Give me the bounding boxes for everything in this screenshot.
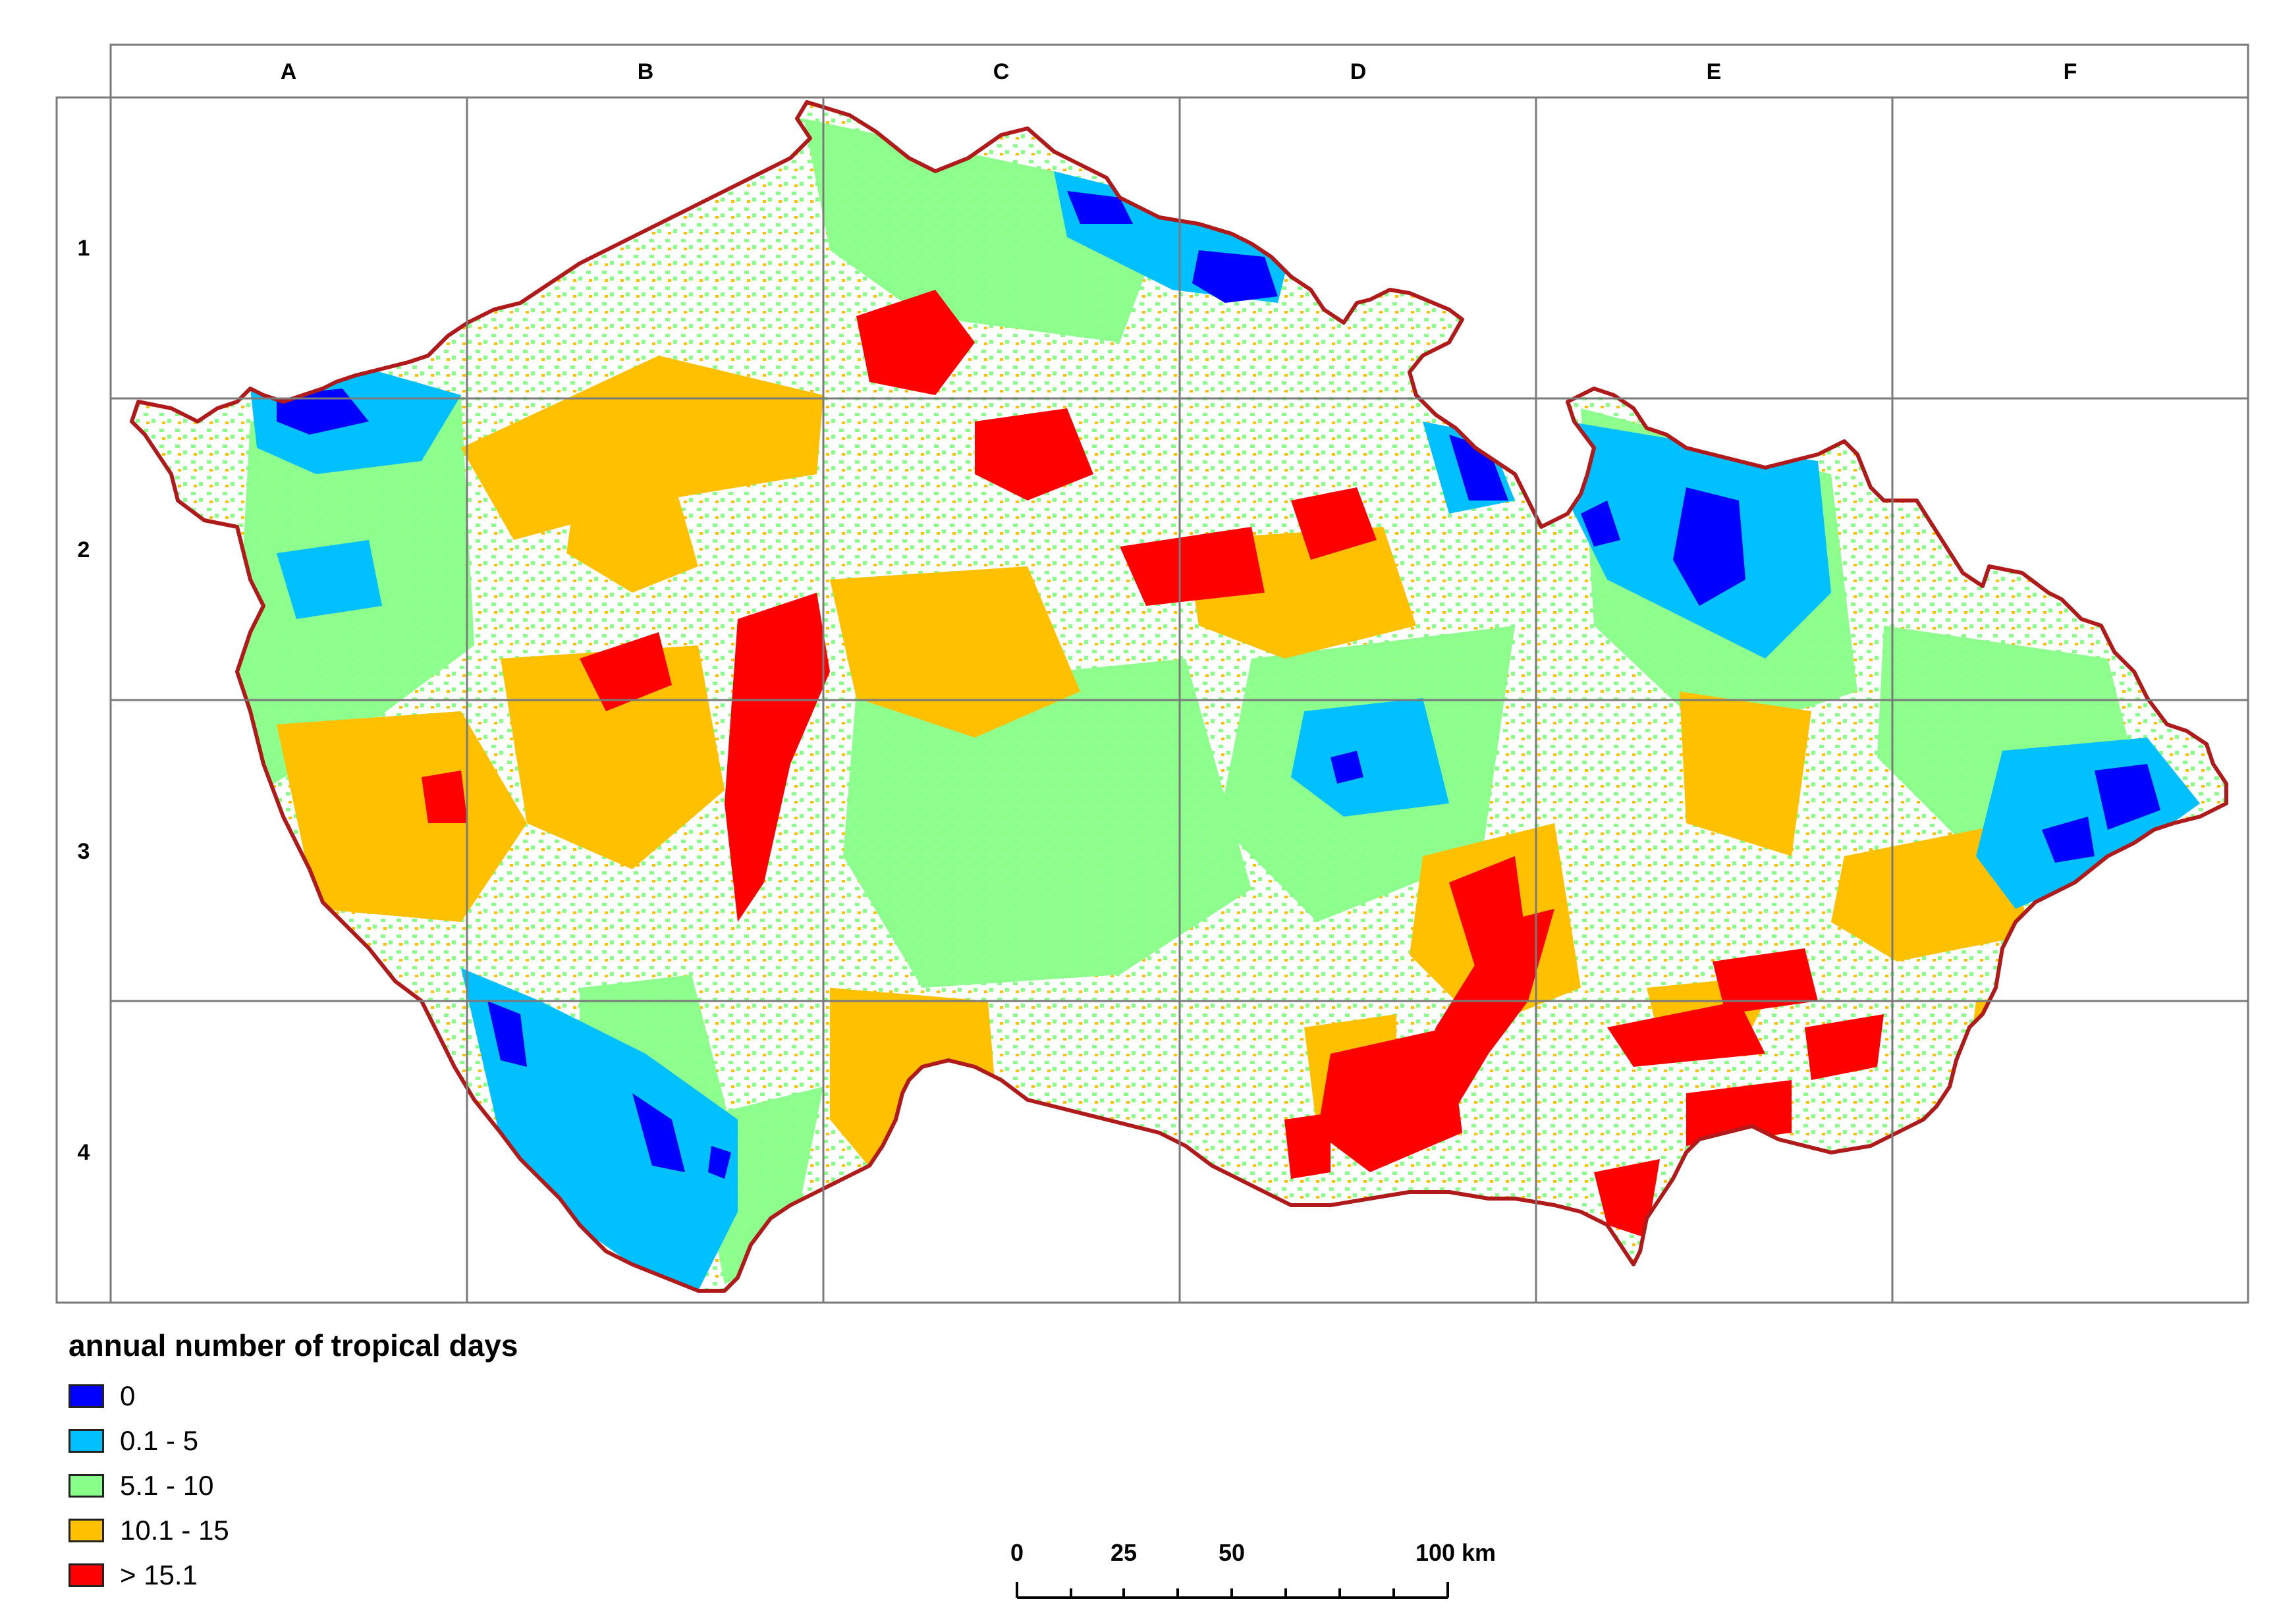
legend-item-high: 10.1 - 15 <box>69 1508 727 1553</box>
scale-label-50: 50 <box>1219 1539 1245 1566</box>
legend-swatch-mid <box>69 1474 104 1498</box>
legend: annual number of tropical days 0 0.1 - 5… <box>69 1328 727 1598</box>
legend-label-zero: 0 <box>120 1380 136 1411</box>
legend-item-low: 0.1 - 5 <box>69 1419 727 1463</box>
zone-10-15 <box>277 356 2055 1199</box>
row-header-band <box>55 96 112 1304</box>
row-label-4: 4 <box>78 1140 90 1165</box>
row-label-3: 3 <box>78 839 90 864</box>
legend-item-very-high: > 15.1 <box>69 1553 727 1598</box>
row-label-1: 1 <box>78 236 90 261</box>
zone-zero <box>277 191 2160 1179</box>
column-label-e: E <box>1707 59 1722 84</box>
scale-bar-line <box>1016 1582 1449 1599</box>
legend-label-mid: 5.1 - 10 <box>120 1470 214 1501</box>
legend-swatch-very-high <box>69 1563 104 1587</box>
legend-swatch-low <box>69 1429 104 1453</box>
legend-label-very-high: > 15.1 <box>120 1559 198 1590</box>
column-labels: A B C D E F <box>281 59 2077 84</box>
scale-label-25: 25 <box>1111 1539 1137 1566</box>
row-labels: 1 2 3 4 <box>78 236 90 1165</box>
legend-title: annual number of tropical days <box>69 1328 518 1363</box>
zone-above-15 <box>422 290 1884 1238</box>
legend-label-high: 10.1 - 15 <box>120 1515 229 1546</box>
column-label-c: C <box>993 59 1010 84</box>
legend-label-low: 0.1 - 5 <box>120 1425 199 1456</box>
scale-bar: 0 25 50 100 km <box>1010 1539 1496 1599</box>
legend-item-zero: 0 <box>69 1374 727 1419</box>
legend-swatch-zero <box>69 1384 104 1408</box>
column-label-d: D <box>1350 59 1367 84</box>
column-label-b: B <box>638 59 654 84</box>
legend-swatch-high <box>69 1519 104 1542</box>
legend-item-mid: 5.1 - 10 <box>69 1463 727 1508</box>
grid <box>55 43 2249 1304</box>
scale-label-100: 100 km <box>1415 1539 1496 1566</box>
scale-label-0: 0 <box>1010 1539 1024 1566</box>
column-label-a: A <box>281 59 297 84</box>
row-label-2: 2 <box>78 537 90 562</box>
column-header-band <box>109 43 2249 99</box>
column-label-f: F <box>2064 59 2077 84</box>
